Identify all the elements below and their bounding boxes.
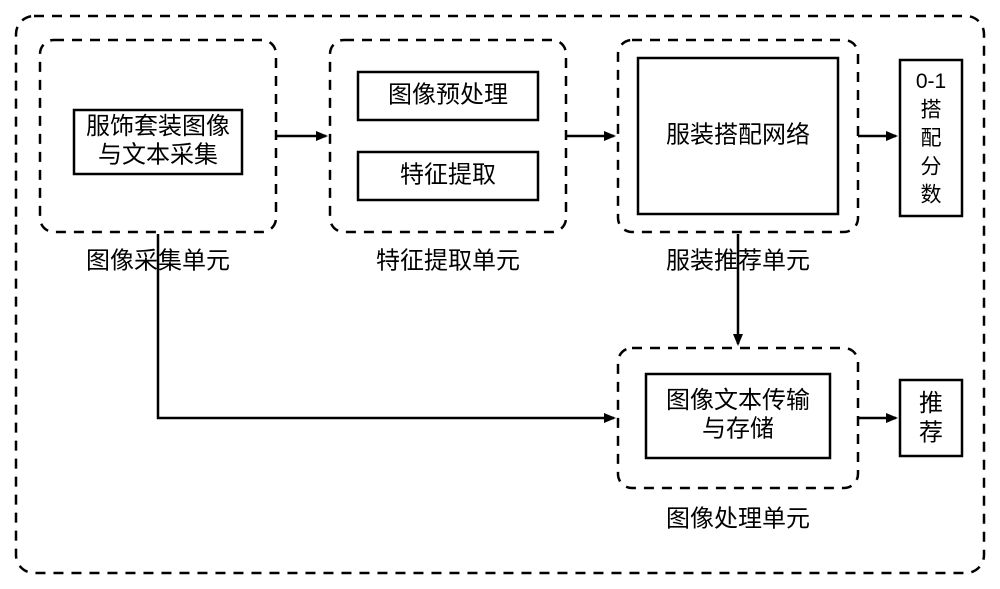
feature-ext-label: 特征提取单元 — [376, 247, 520, 274]
score-text: 配 — [921, 127, 942, 150]
score-text: 分 — [921, 155, 942, 178]
image-proc-inner-text: 图像文本传输 — [666, 387, 810, 414]
feature-ext-inner-text: 特征提取 — [400, 161, 496, 188]
recommend-text: 推 — [919, 390, 943, 417]
recommend-inner-text: 服装搭配网络 — [666, 121, 810, 148]
recommend-text: 荐 — [919, 419, 943, 446]
score-text: 搭 — [921, 99, 942, 122]
image-proc-inner-text: 与存储 — [702, 416, 774, 443]
score-text: 0-1 — [916, 70, 946, 93]
recommend-box: 推荐 — [900, 380, 962, 456]
score-box: 0-1 搭配分数 — [900, 60, 962, 216]
feature-ext-dashed-box — [330, 40, 566, 232]
image-acq-inner-text: 与文本采集 — [98, 142, 218, 169]
feature-ext-inner-text: 图像预处理 — [388, 81, 508, 108]
image-proc-label: 图像处理单元 — [666, 505, 810, 532]
image-proc-unit: 图像文本传输与存储图像处理单元 — [618, 348, 858, 532]
score-text: 数 — [921, 184, 942, 207]
flowchart-canvas: 服饰套装图像与文本采集图像采集单元图像预处理特征提取特征提取单元服装搭配网络服装… — [0, 0, 1000, 589]
image-acq-inner-text: 服饰套装图像 — [86, 113, 230, 140]
feature-ext-unit: 图像预处理特征提取特征提取单元 — [330, 40, 566, 274]
